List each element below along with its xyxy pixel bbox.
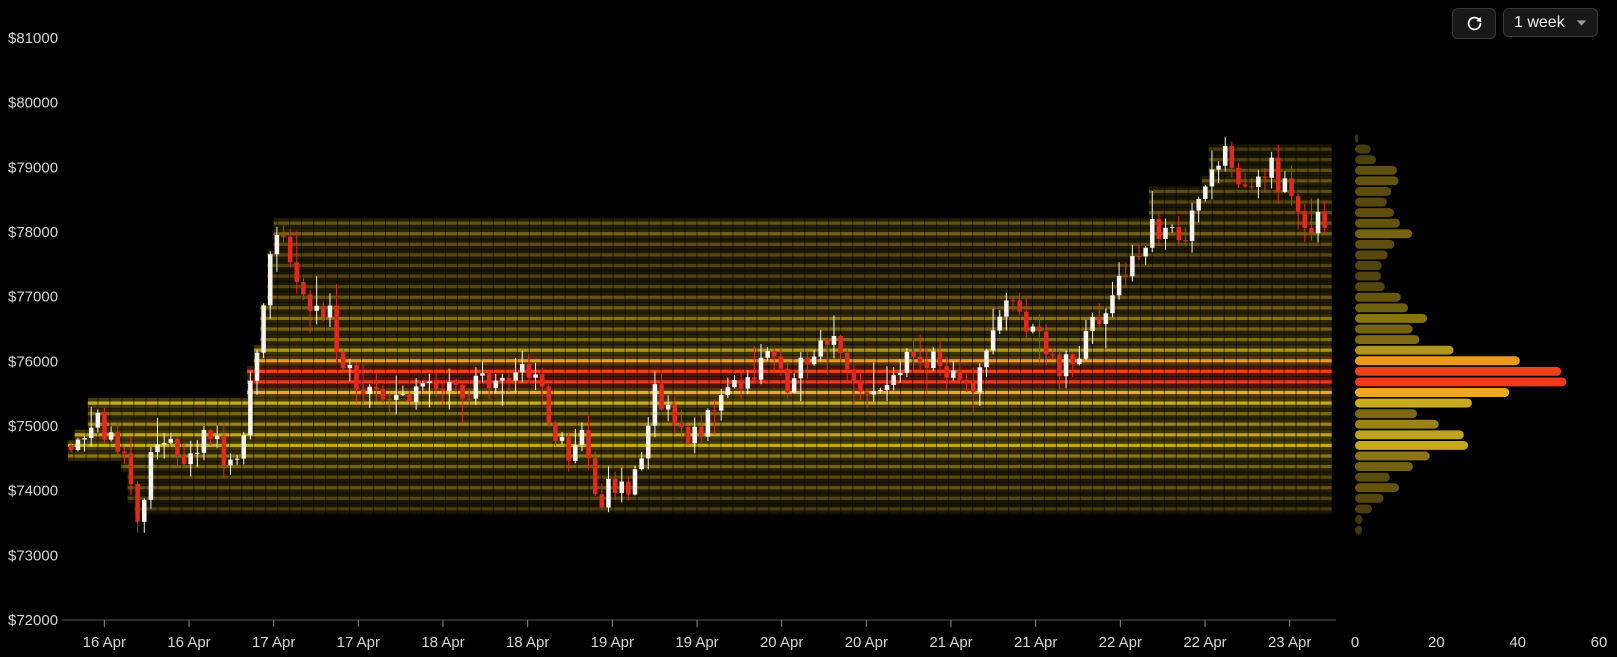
svg-text:22 Apr: 22 Apr	[1099, 634, 1142, 651]
svg-text:16 Apr: 16 Apr	[167, 634, 210, 651]
svg-text:18 Apr: 18 Apr	[506, 634, 549, 651]
svg-text:16 Apr: 16 Apr	[83, 634, 126, 651]
svg-text:$72000: $72000	[8, 612, 58, 629]
svg-text:17 Apr: 17 Apr	[252, 634, 295, 651]
svg-text:22 Apr: 22 Apr	[1183, 634, 1226, 651]
svg-text:17 Apr: 17 Apr	[337, 634, 380, 651]
svg-text:40: 40	[1509, 634, 1526, 651]
svg-text:23 Apr: 23 Apr	[1268, 634, 1311, 651]
svg-text:$75000: $75000	[8, 418, 58, 435]
svg-text:19 Apr: 19 Apr	[591, 634, 634, 651]
svg-text:20: 20	[1428, 634, 1445, 651]
svg-text:$79000: $79000	[8, 159, 58, 176]
svg-text:$73000: $73000	[8, 547, 58, 564]
svg-text:$76000: $76000	[8, 353, 58, 370]
svg-text:20 Apr: 20 Apr	[845, 634, 888, 651]
svg-text:$81000: $81000	[8, 30, 58, 47]
svg-text:18 Apr: 18 Apr	[421, 634, 464, 651]
svg-text:$80000: $80000	[8, 95, 58, 112]
svg-text:0: 0	[1351, 634, 1359, 651]
svg-text:21 Apr: 21 Apr	[929, 634, 972, 651]
svg-text:60: 60	[1591, 634, 1608, 651]
svg-text:20 Apr: 20 Apr	[760, 634, 803, 651]
svg-text:$77000: $77000	[8, 289, 58, 306]
svg-text:21 Apr: 21 Apr	[1014, 634, 1057, 651]
svg-text:19 Apr: 19 Apr	[675, 634, 718, 651]
svg-text:$78000: $78000	[8, 224, 58, 241]
svg-text:$74000: $74000	[8, 483, 58, 500]
